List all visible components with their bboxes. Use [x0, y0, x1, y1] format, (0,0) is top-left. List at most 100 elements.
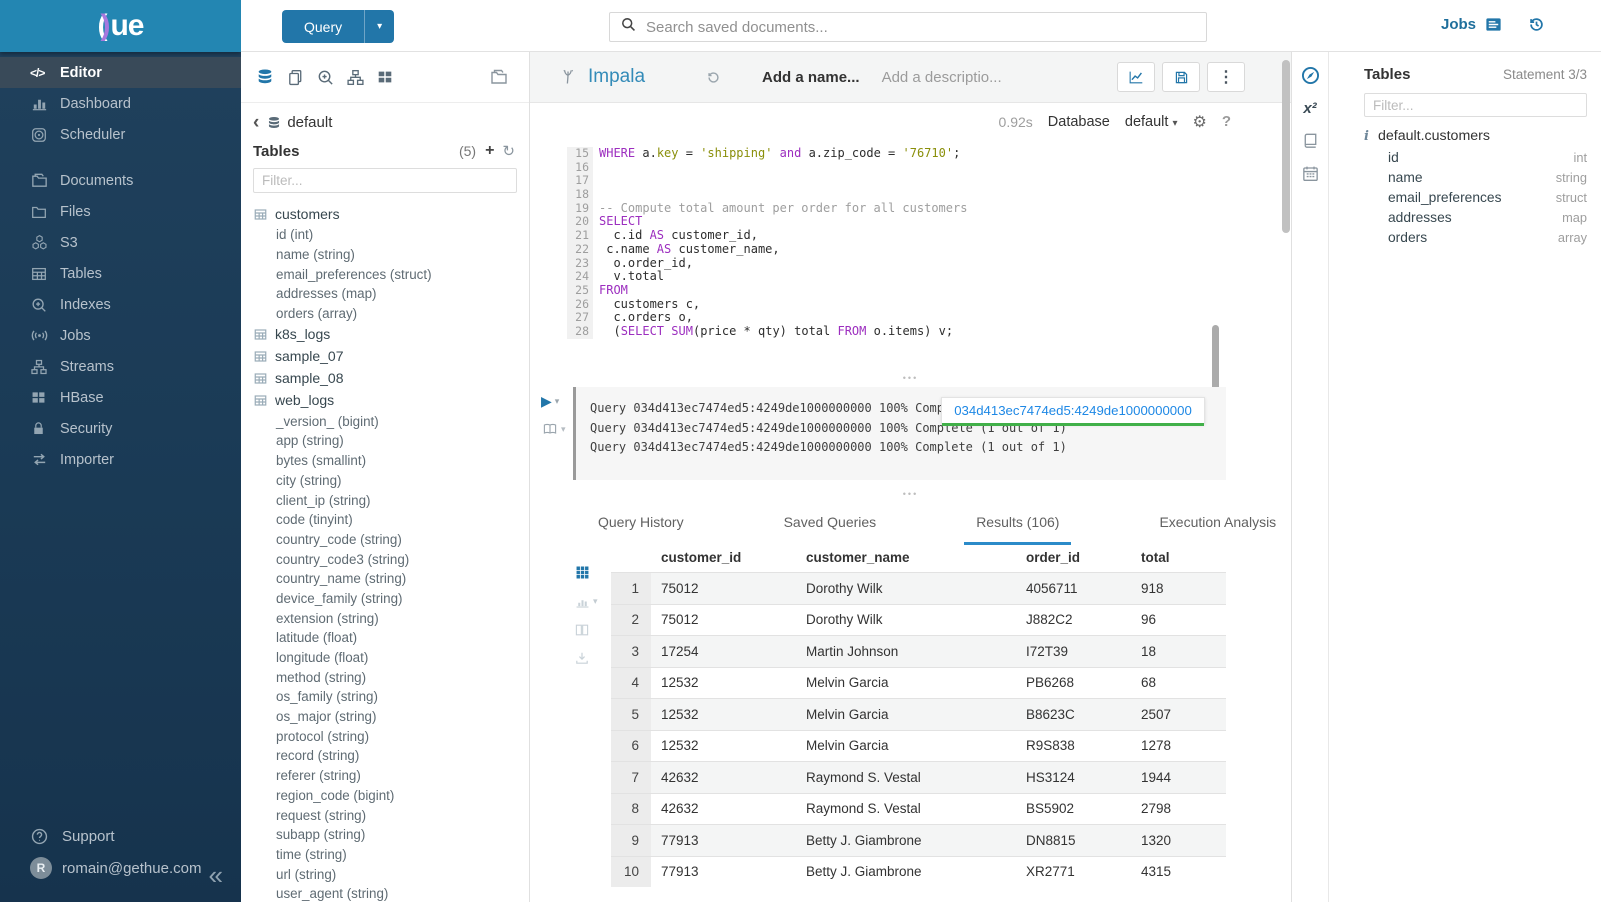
search-assist-icon[interactable] — [316, 68, 335, 87]
column-item[interactable]: orders (array) — [276, 306, 358, 322]
schedule-calendar-icon[interactable] — [1301, 164, 1320, 183]
tab-saved-queries[interactable]: Saved Queries — [783, 514, 877, 530]
right-column-item[interactable]: addresses map — [1388, 210, 1587, 226]
columns-view-icon[interactable] — [574, 622, 598, 638]
right-filter[interactable] — [1364, 93, 1587, 117]
column-item[interactable]: request (string) — [276, 807, 367, 823]
tables-filter-input[interactable] — [262, 173, 508, 188]
language-reference-icon[interactable] — [1301, 131, 1320, 150]
databases-source-icon[interactable] — [255, 67, 275, 87]
refresh-icon[interactable]: ↻ — [502, 143, 515, 160]
column-item[interactable]: longitude (float) — [276, 650, 369, 666]
sidebar-item-importer[interactable]: Importer — [0, 444, 241, 475]
sidebar-item-jobs[interactable]: Jobs — [0, 320, 241, 351]
sidebar-item-tables[interactable]: Tables — [0, 258, 241, 289]
sidebar-item-security[interactable]: Security — [0, 413, 241, 444]
table-row[interactable]: 6 12532 Melvin Garcia R9S838 1278 — [611, 729, 1226, 761]
column-item[interactable]: os_major (string) — [276, 709, 377, 725]
table-item[interactable]: sample_08 — [253, 367, 529, 389]
global-search[interactable] — [609, 12, 1207, 42]
engine-title[interactable]: Impala — [588, 66, 646, 87]
column-item[interactable]: device_family (string) — [276, 590, 403, 606]
column-item[interactable]: app (string) — [276, 433, 344, 449]
results-column-header[interactable]: order_id — [1026, 549, 1081, 565]
table-row[interactable]: 10 77913 Betty J. Giambrone XR2771 4315 — [611, 855, 1226, 887]
save-button[interactable] — [1162, 62, 1200, 92]
query-name-field[interactable]: Add a name... — [762, 68, 860, 86]
hue-logo[interactable]: () ue — [0, 0, 241, 52]
column-item[interactable]: time (string) — [276, 846, 347, 862]
column-item[interactable]: os_family (string) — [276, 689, 378, 705]
results-column-header[interactable]: total — [1141, 549, 1170, 565]
chart-view-icon[interactable]: ▾ — [574, 593, 598, 610]
column-item[interactable]: url (string) — [276, 866, 337, 882]
column-item[interactable]: extension (string) — [276, 610, 379, 626]
database-breadcrumb[interactable]: default — [287, 114, 333, 131]
presentation-mode-icon[interactable]: ▾ — [542, 421, 566, 437]
column-item[interactable]: name (string) — [276, 247, 355, 263]
more-actions-button[interactable]: ⋮ — [1207, 62, 1245, 92]
column-item[interactable]: id (int) — [276, 227, 314, 243]
query-description-field[interactable]: Add a descriptio... — [881, 68, 1002, 86]
sidebar-item-streams[interactable]: Streams — [0, 351, 241, 382]
right-column-item[interactable]: name string — [1388, 169, 1587, 185]
query-dropdown-caret[interactable]: ▾ — [364, 10, 394, 43]
resize-handle[interactable]: ••• — [902, 489, 919, 499]
jobs-link[interactable]: Jobs — [1441, 15, 1503, 34]
assistant-compass-icon[interactable] — [1300, 65, 1321, 86]
editor-scrollbar[interactable] — [1212, 325, 1219, 440]
column-item[interactable]: country_name (string) — [276, 571, 407, 587]
table-row[interactable]: 5 12532 Melvin Garcia B8623C 2507 — [611, 698, 1226, 730]
download-icon[interactable] — [574, 650, 598, 666]
table-row[interactable]: 1 75012 Dorothy Wilk 4056711 918 — [611, 572, 1226, 604]
right-column-item[interactable]: orders array — [1388, 230, 1587, 246]
sidebar-item-documents[interactable]: Documents — [0, 165, 241, 196]
column-item[interactable]: method (string) — [276, 669, 367, 685]
table-item[interactable]: k8s_logs — [253, 323, 529, 345]
new-query-button[interactable]: Query ▾ — [282, 10, 395, 43]
sidebar-item-hbase[interactable]: HBase — [0, 382, 241, 413]
add-table-icon[interactable]: + — [485, 142, 495, 159]
grid-view-icon[interactable] — [574, 564, 598, 581]
help-icon[interactable]: ? — [1221, 113, 1231, 130]
right-column-item[interactable]: email_preferences struct — [1388, 189, 1587, 205]
table-item[interactable]: web_logs — [253, 389, 529, 411]
query-history-icon[interactable] — [705, 69, 722, 86]
search-input[interactable] — [646, 18, 1196, 36]
right-column-item[interactable]: id int — [1388, 149, 1587, 165]
column-item[interactable]: code (tinyint) — [276, 512, 353, 528]
table-item[interactable]: sample_07 — [253, 345, 529, 367]
history-icon[interactable] — [1527, 15, 1546, 34]
column-item[interactable]: addresses (map) — [276, 286, 377, 302]
table-item[interactable]: customers — [253, 203, 529, 225]
column-item[interactable]: latitude (float) — [276, 630, 358, 646]
column-item[interactable]: user_agent (string) — [276, 886, 389, 902]
tab-query-history[interactable]: Query History — [598, 514, 684, 530]
column-item[interactable]: client_ip (string) — [276, 492, 371, 508]
table-row[interactable]: 9 77913 Betty J. Giambrone DN8815 1320 — [611, 824, 1226, 856]
table-row[interactable]: 3 17254 Martin Johnson I72T39 18 — [611, 635, 1226, 667]
sidebar-item-files[interactable]: Files — [0, 196, 241, 227]
tab-execution-analysis[interactable]: Execution Analysis — [1159, 514, 1277, 530]
sidebar-item-editor[interactable]: </> Editor — [0, 57, 241, 88]
apps-assist-icon[interactable] — [376, 68, 394, 86]
column-item[interactable]: region_code (bigint) — [276, 787, 395, 803]
table-row[interactable]: 2 75012 Dorothy Wilk J882C2 96 — [611, 603, 1226, 635]
column-item[interactable]: _version_ (bigint) — [276, 413, 379, 429]
database-select[interactable]: default ▾ — [1124, 113, 1178, 130]
documents-source-icon[interactable] — [286, 68, 305, 87]
folder-open-icon[interactable] — [489, 67, 509, 87]
execute-button[interactable]: ▶ ▾ — [541, 393, 560, 409]
job-id-link[interactable]: 034d413ec7474ed5:4249de1000000000 — [954, 403, 1192, 418]
tables-filter[interactable] — [253, 168, 517, 193]
column-item[interactable]: country_code3 (string) — [276, 551, 410, 567]
sidebar-item-support[interactable]: Support — [30, 820, 241, 852]
active-table-row[interactable]: i default.customers — [1364, 125, 1587, 147]
sidebar-item-dashboard[interactable]: Dashboard — [0, 88, 241, 119]
resize-handle[interactable]: ••• — [902, 373, 919, 383]
settings-gear-icon[interactable]: ⚙ — [1192, 113, 1207, 131]
sidebar-item-s3[interactable]: S3 — [0, 227, 241, 258]
column-item[interactable]: subapp (string) — [276, 827, 366, 843]
column-item[interactable]: email_preferences (struct) — [276, 266, 432, 282]
right-filter-input[interactable] — [1373, 97, 1578, 113]
